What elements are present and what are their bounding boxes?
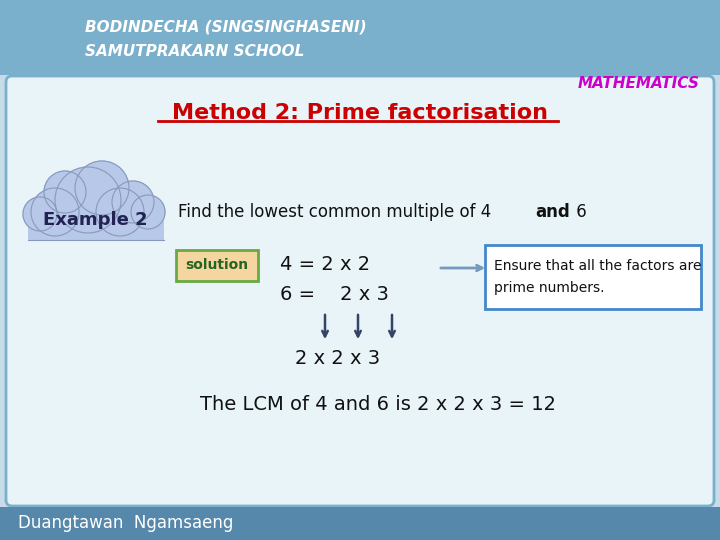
FancyBboxPatch shape [0, 507, 720, 540]
Circle shape [75, 161, 129, 215]
Circle shape [23, 197, 57, 231]
Text: and: and [535, 203, 570, 221]
Text: MATHEMATICS: MATHEMATICS [578, 76, 700, 91]
Text: Example 2: Example 2 [42, 211, 148, 229]
FancyBboxPatch shape [485, 245, 701, 309]
Circle shape [55, 167, 121, 233]
FancyBboxPatch shape [176, 250, 258, 281]
Text: The LCM of 4 and 6 is 2 x 2 x 3 = 12: The LCM of 4 and 6 is 2 x 2 x 3 = 12 [200, 395, 556, 415]
Circle shape [44, 171, 86, 213]
Text: solution: solution [186, 258, 248, 272]
Text: Method 2: Prime factorisation: Method 2: Prime factorisation [172, 103, 548, 123]
FancyBboxPatch shape [0, 0, 720, 75]
Circle shape [31, 188, 79, 236]
FancyBboxPatch shape [28, 210, 164, 240]
Circle shape [112, 181, 154, 223]
Text: 6 =    2 x 3: 6 = 2 x 3 [280, 286, 389, 305]
Circle shape [96, 188, 144, 236]
FancyBboxPatch shape [6, 76, 714, 506]
Text: BODINDECHA (SINGSINGHASENI): BODINDECHA (SINGSINGHASENI) [85, 19, 366, 35]
Circle shape [131, 195, 165, 229]
Text: Find the lowest common multiple of 4: Find the lowest common multiple of 4 [178, 203, 497, 221]
Text: Duangtawan  Ngamsaeng: Duangtawan Ngamsaeng [18, 514, 233, 532]
Text: prime numbers.: prime numbers. [494, 281, 605, 295]
Text: 4 = 2 x 2: 4 = 2 x 2 [280, 255, 370, 274]
Text: 2 x 2 x 3: 2 x 2 x 3 [295, 348, 380, 368]
Text: Ensure that all the factors are: Ensure that all the factors are [494, 259, 701, 273]
Text: SAMUTPRAKARN SCHOOL: SAMUTPRAKARN SCHOOL [85, 44, 305, 59]
Text: 6: 6 [571, 203, 587, 221]
